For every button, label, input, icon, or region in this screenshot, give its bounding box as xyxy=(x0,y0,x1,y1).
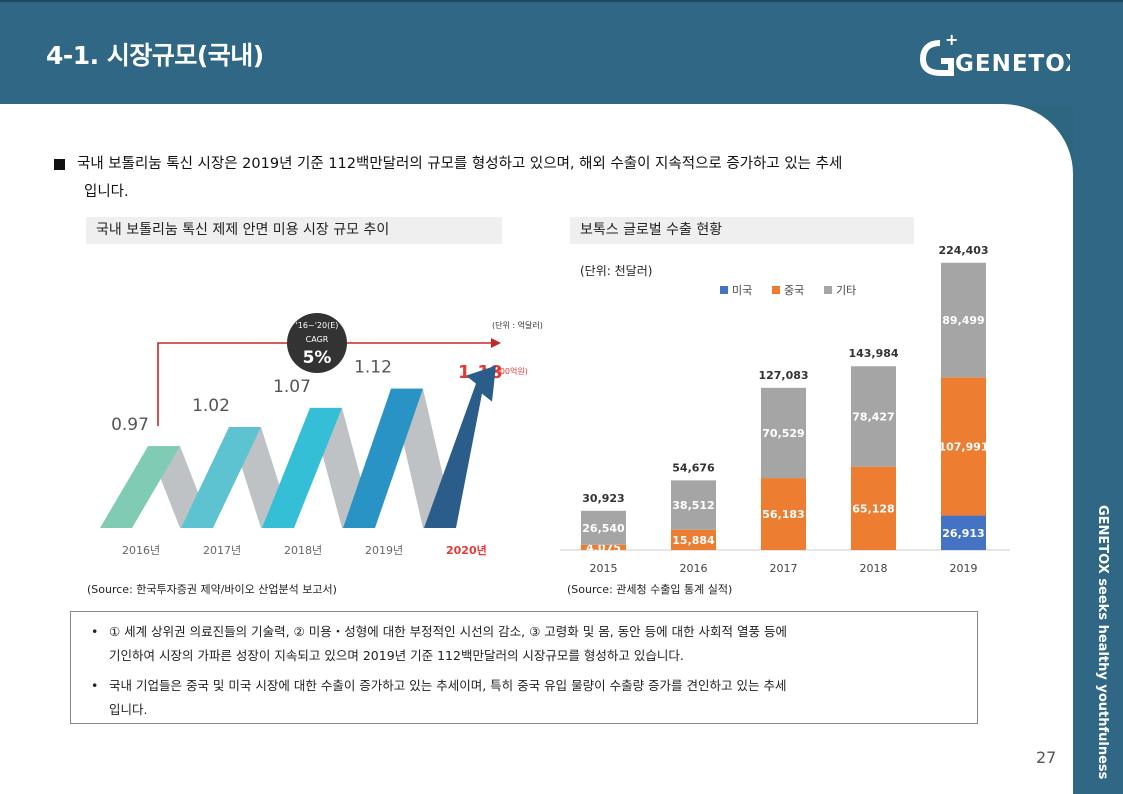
bar-segment xyxy=(851,466,896,550)
bar-total-label: 143,984 xyxy=(848,347,898,360)
main-bullet: 국내 보톨리눔 톡신 시장은 2019년 기준 112백만달러의 규모를 형성하… xyxy=(54,150,994,206)
cagr-period: '16~'20(E) xyxy=(296,321,339,330)
main-bullet-line-2: 입니다. xyxy=(84,184,129,200)
left-chart-unit: (단위 : 억달러) xyxy=(492,320,543,330)
note-1: • ① 세계 상위권 의료진들의 기술력, ② 미용・성형에 대한 부정적인 시선… xyxy=(91,620,787,668)
bar-segment xyxy=(671,529,716,550)
note-1-line-1: ① 세계 상위권 의료진들의 기술력, ② 미용・성형에 대한 부정적인 시선의… xyxy=(109,624,788,639)
market-band xyxy=(343,388,423,528)
legend-swatch xyxy=(824,286,832,294)
year-label: 2016년 xyxy=(122,544,160,557)
x-tick-label: 2016 xyxy=(680,562,708,575)
logo-g-mark xyxy=(920,40,954,76)
bar-segment xyxy=(761,387,806,479)
year-label: 2019년 xyxy=(365,544,403,557)
notes-box: • ① 세계 상위권 의료진들의 기술력, ② 미용・성형에 대한 부정적인 시선… xyxy=(70,611,978,724)
bar-segment xyxy=(671,480,716,530)
right-export-chart: (단위: 천달러) 미국 중국 기타 4,07526,54030,923201515… xyxy=(560,244,1010,575)
bar-value-label: 26,913 xyxy=(942,527,984,540)
note-1-bullet: • xyxy=(91,624,99,639)
growth-arrow xyxy=(424,365,496,528)
x-tick-label: 2015 xyxy=(590,562,618,575)
year-label: 2020년 xyxy=(446,543,487,557)
bar-value-label: 70,529 xyxy=(762,427,804,440)
logo-text: GENETOX xyxy=(955,51,1070,77)
main-bullet-line-1: 국내 보톨리눔 톡신 시장은 2019년 기준 112백만달러의 규모를 형성하… xyxy=(77,156,843,172)
bar-value-label: 15,884 xyxy=(672,534,715,547)
legend-label: 중국 xyxy=(784,284,804,297)
value-label: 1.02 xyxy=(192,396,230,416)
page-header: 4-1. 시장규모(국내) + GENETOX xyxy=(0,0,1123,106)
cagr-badge xyxy=(287,313,347,373)
page-title: 4-1. 시장규모(국내) xyxy=(46,41,264,70)
bar-segment xyxy=(761,478,806,550)
cagr-arrow-icon xyxy=(491,338,501,348)
year-label: 2018년 xyxy=(284,544,322,557)
genetox-logo: + GENETOX xyxy=(920,30,1070,77)
bar-total-label: 224,403 xyxy=(938,244,988,257)
note-2-line-2: 입니다. xyxy=(109,702,148,717)
right-chart-title: 보톡스 글로벌 수출 현황 xyxy=(570,217,914,244)
bar-value-label: 107,991 xyxy=(938,440,988,453)
market-band xyxy=(100,446,180,528)
bar-value-label: 26,540 xyxy=(582,522,625,535)
value-label: 1.12 xyxy=(354,358,392,378)
bar-segment xyxy=(581,510,626,545)
left-chart-source: (Source: 한국투자증권 제약/바이오 산업분석 보고서) xyxy=(87,583,337,596)
final-value-note: (1,400억원) xyxy=(484,366,528,376)
cagr-value: 5% xyxy=(303,348,332,368)
legend-label: 미국 xyxy=(732,284,752,297)
bar-segment xyxy=(851,366,896,467)
bar-segment xyxy=(941,262,986,378)
cagr-line xyxy=(157,342,491,426)
sidebar-slogan: GENETOX seeks healthy youthfulness xyxy=(1095,505,1110,780)
year-label: 2017년 xyxy=(203,544,241,557)
bar-value-label: 89,499 xyxy=(942,314,984,327)
bar-total-label: 30,923 xyxy=(582,492,624,505)
x-tick-label: 2019 xyxy=(950,562,978,575)
value-label: 0.97 xyxy=(111,415,149,435)
bar-value-label: 56,183 xyxy=(762,508,804,521)
bar-total-label: 127,083 xyxy=(758,369,808,382)
value-label: 1.07 xyxy=(273,377,311,397)
note-2: • 국내 기업들은 중국 및 미국 시장에 대한 수출이 증가하고 있는 추세이며… xyxy=(91,674,786,722)
right-sidebar xyxy=(1073,104,1123,794)
bar-total-label: 54,676 xyxy=(672,461,715,474)
right-chart-unit: (단위: 천달러) xyxy=(580,263,652,278)
square-bullet-icon xyxy=(54,158,65,170)
note-2-bullet: • xyxy=(91,678,99,693)
left-market-chart: (단위 : 억달러) '16~'20(E) CAGR 5% 1.18 (1,40… xyxy=(100,313,543,557)
cagr-label: CAGR xyxy=(306,335,329,344)
page-number: 27 xyxy=(1036,748,1057,767)
bar-segment xyxy=(941,377,986,516)
x-tick-label: 2018 xyxy=(860,562,888,575)
note-2-line-1: 국내 기업들은 중국 및 미국 시장에 대한 수출이 증가하고 있는 추세이며,… xyxy=(109,678,787,693)
market-band xyxy=(262,407,342,528)
legend-swatch xyxy=(720,286,728,294)
bar-segment xyxy=(941,515,986,550)
market-band xyxy=(181,427,261,528)
legend-swatch xyxy=(772,286,780,294)
left-chart-title: 국내 보톨리눔 톡신 제제 안면 미용 시장 규모 추이 xyxy=(86,217,502,244)
note-1-line-2: 기인하여 시장의 가파른 성장이 지속되고 있으며 2019년 기준 112백만… xyxy=(109,648,684,663)
bar-value-label: 38,512 xyxy=(672,499,714,512)
right-chart-source: (Source: 관세청 수출입 통계 실적) xyxy=(567,583,733,596)
bar-value-label: 65,128 xyxy=(852,502,894,515)
logo-plus: + xyxy=(945,30,958,49)
x-tick-label: 2017 xyxy=(770,562,798,575)
bar-segment xyxy=(581,544,626,550)
bar-value-label: 78,427 xyxy=(852,410,894,423)
legend-label: 기타 xyxy=(836,284,856,297)
